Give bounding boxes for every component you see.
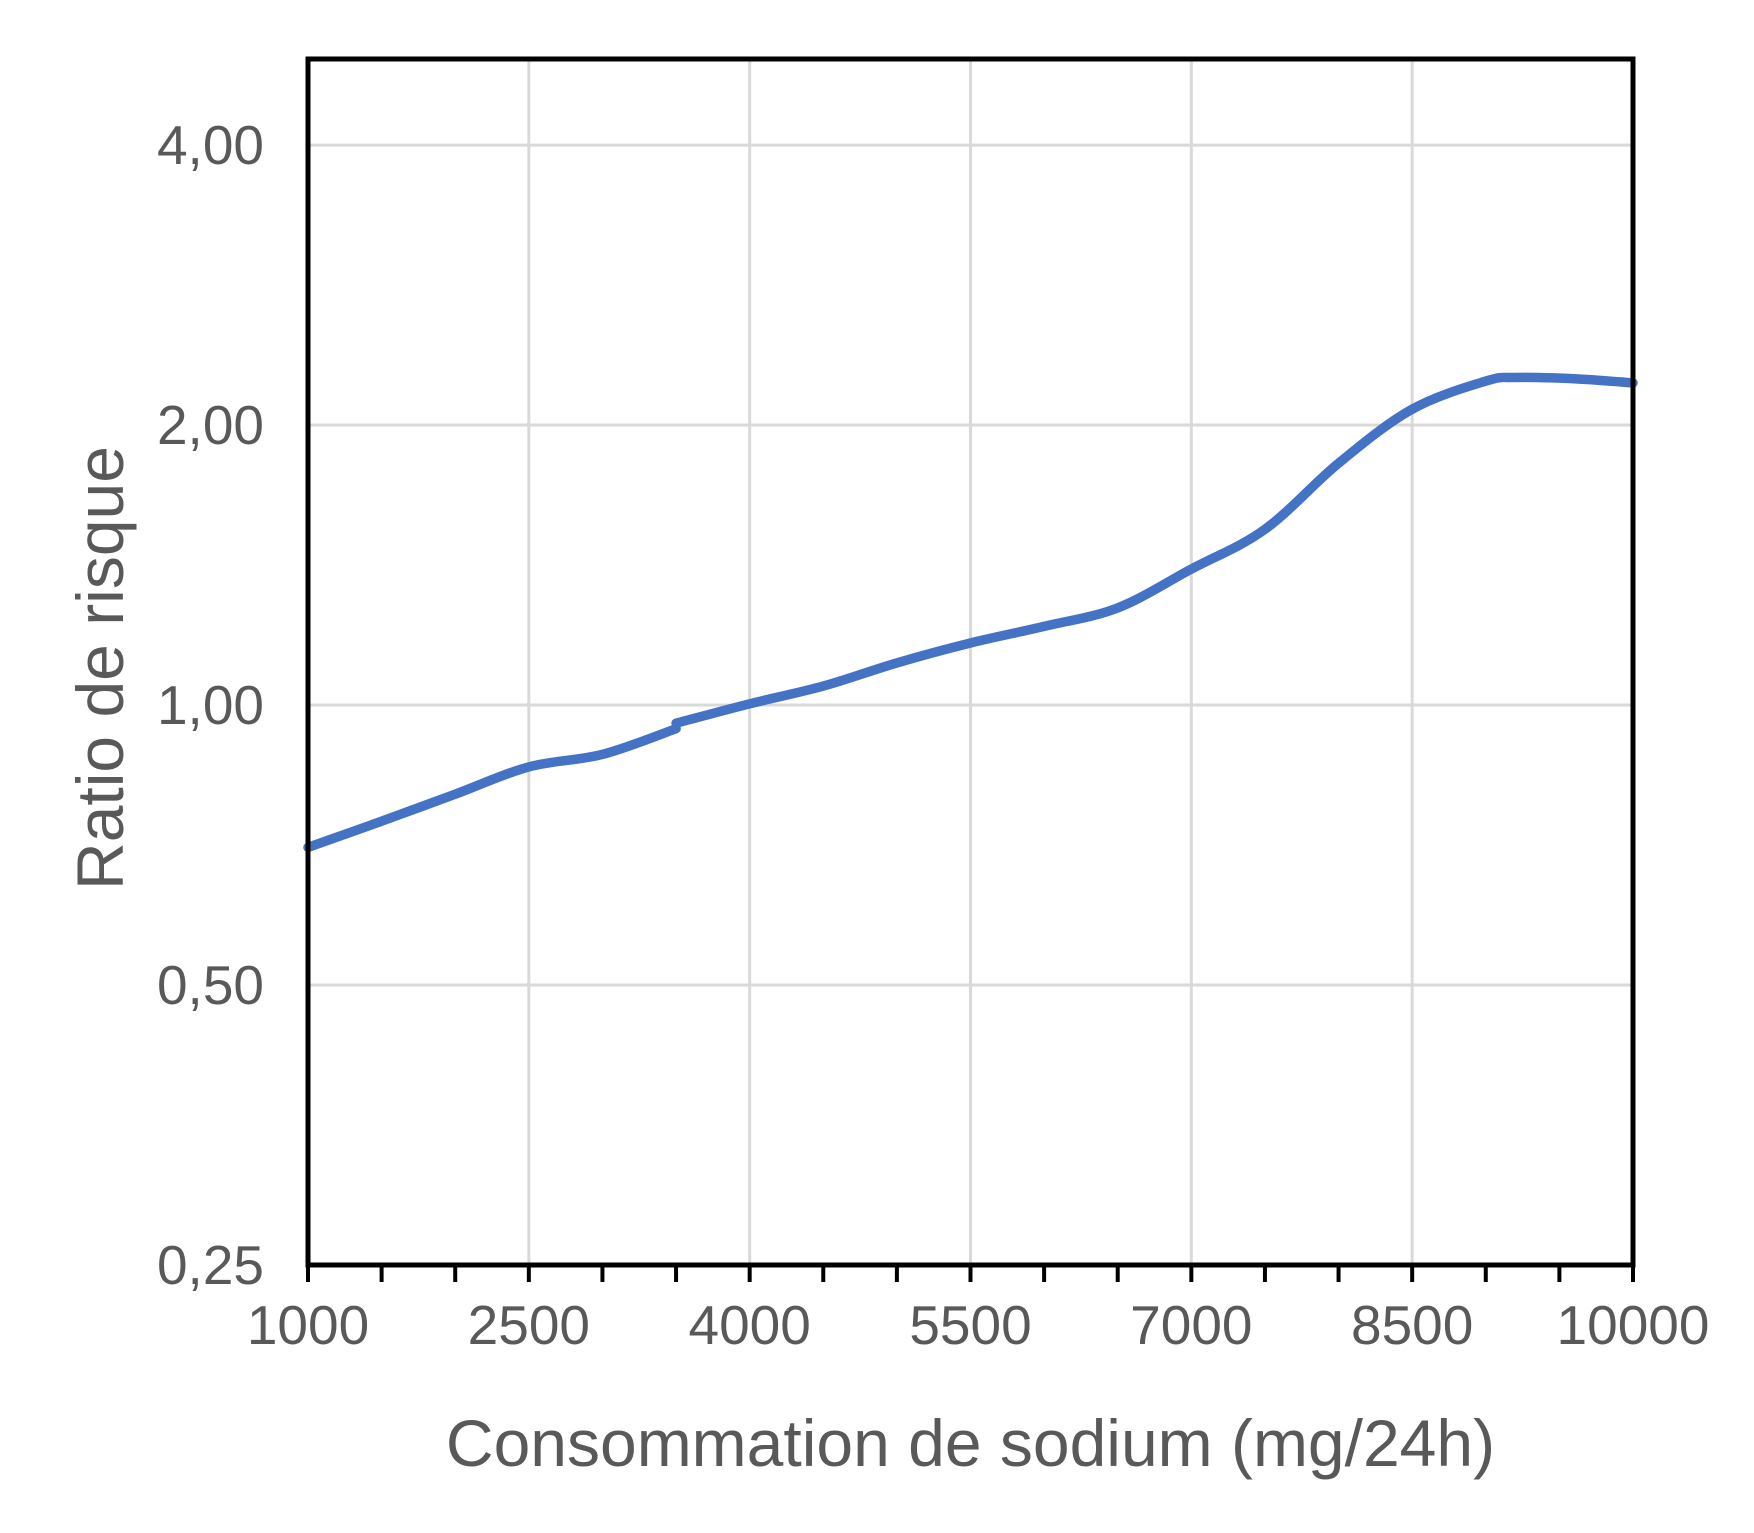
x-axis-title: Consommation de sodium (mg/24h) — [445, 1406, 1496, 1480]
risk-ratio-curve — [671, 372, 1638, 728]
x-tick-label: 5500 — [909, 1294, 1031, 1356]
x-tick-label: 10000 — [1557, 1294, 1710, 1356]
x-tick-label: 7000 — [1130, 1294, 1252, 1356]
y-tick-label: 4,00 — [157, 114, 264, 176]
y-axis-title: Ratio de risque — [63, 446, 137, 890]
x-tick-label: 1000 — [247, 1294, 369, 1356]
plot-frame — [305, 56, 1636, 1268]
y-tick-label: 2,00 — [157, 394, 264, 456]
y-tick-label: 0,25 — [157, 1234, 264, 1296]
x-axis-ticks — [306, 1267, 1635, 1282]
x-tick-label: 4000 — [688, 1294, 810, 1356]
gridlines — [308, 59, 1633, 1265]
x-tick-label: 2500 — [468, 1294, 590, 1356]
x-tick-label: 8500 — [1351, 1294, 1473, 1356]
y-tick-label: 1,00 — [157, 674, 264, 736]
y-tick-label: 0,50 — [157, 954, 264, 1016]
risk-ratio-curve — [303, 723, 681, 853]
